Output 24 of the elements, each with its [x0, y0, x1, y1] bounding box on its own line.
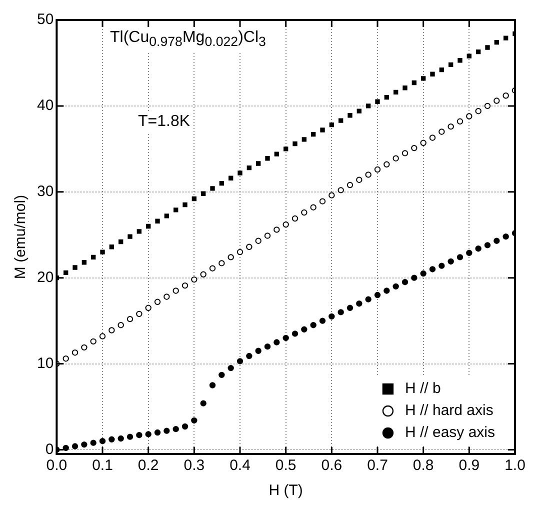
y-tick-label: 40	[36, 97, 54, 114]
y-tick-label: 0	[45, 440, 54, 458]
y-tick-label: 10	[36, 354, 54, 372]
y-tick-label: 50	[36, 11, 54, 28]
annotation: T=1.8K	[136, 112, 192, 132]
x-tick-label: 0.1	[92, 457, 113, 474]
x-tick-label: 0.6	[321, 457, 342, 474]
x-tick-label: 0.3	[184, 457, 205, 474]
x-tick-label: 0.2	[138, 457, 159, 474]
legend-label: H // easy axis	[404, 424, 495, 442]
x-tick-label: 0.4	[230, 457, 250, 474]
x-tick-label: 0.7	[367, 457, 388, 474]
y-tick-label: 30	[36, 183, 54, 200]
x-tick-label: 0.5	[275, 457, 296, 474]
annotation: Tl(Cu$_{0.978}$Mg$_{0.022}$)Cl$_{3}$	[108, 28, 268, 52]
x-tick-label: 0.0	[46, 457, 68, 474]
x-tick-label: 0.8	[412, 457, 434, 474]
x-tick-label: 0.9	[458, 457, 480, 474]
x-tick-label: 1.0	[504, 457, 526, 474]
y-tick-label: 20	[36, 268, 54, 286]
legend-label: H // b	[404, 380, 441, 398]
legend-label: H // hard axis	[404, 402, 494, 420]
y-axis-title: M (emu/mol)	[12, 194, 30, 280]
x-axis-title: H (T)	[268, 482, 303, 500]
